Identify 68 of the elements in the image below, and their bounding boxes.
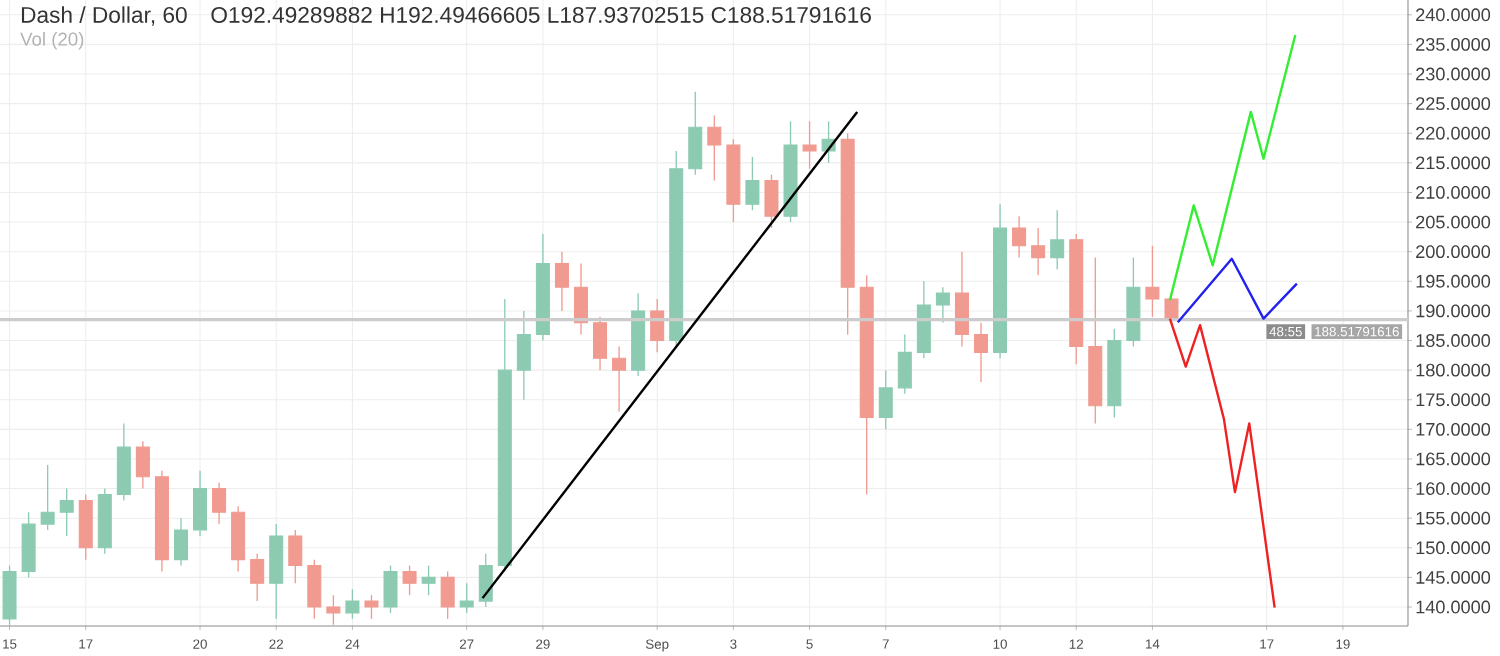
y-tick-label: 230.0000: [1416, 67, 1491, 81]
candlestick: [707, 114, 722, 182]
y-tick-label: 150.0000: [1416, 541, 1491, 555]
candlestick: [231, 505, 246, 573]
candlestick: [1145, 245, 1160, 318]
y-tick-label: 210.0000: [1416, 186, 1491, 199]
candlestick: [440, 570, 455, 620]
y-tick-label: 175.0000: [1416, 393, 1491, 407]
y-tick-label: 195.0000: [1416, 274, 1491, 288]
annotation: O192.49289882 H192.49466605 L187.93702515 C188.51791616: [211, 6, 871, 23]
candlestick: [612, 345, 627, 413]
candlestick: [421, 564, 436, 596]
y-tick-label: 220.0000: [1416, 126, 1491, 140]
candlestick: [383, 564, 398, 614]
candlestick: [935, 286, 950, 324]
y-tick-label: 240.0000: [1416, 8, 1491, 22]
candlestick: [402, 564, 417, 596]
candlestick: [173, 517, 188, 567]
y-tick-label: 190.0000: [1416, 304, 1491, 318]
y-tick-label: 225.0000: [1416, 97, 1491, 111]
candlestick: [78, 493, 93, 561]
candlestick: [212, 481, 227, 525]
candlestick: [1031, 227, 1046, 277]
y-tick-label: 140.0000: [1416, 600, 1491, 614]
candlestick: [345, 588, 360, 620]
candlestick: [802, 120, 817, 170]
candlestick: [59, 487, 74, 537]
candlestick: [878, 369, 893, 431]
candlestick: [954, 251, 969, 348]
chart-title: Dash / Dollar, 60: [21, 6, 187, 26]
candlestick: [916, 280, 931, 359]
candlestick: [288, 529, 303, 584]
candlestick: [135, 440, 150, 490]
candlestick: [1012, 215, 1027, 259]
annotation: Vol (20): [20, 32, 84, 50]
candlestick: [326, 594, 341, 626]
candlestick: [688, 91, 703, 176]
candlestick: [650, 298, 665, 354]
y-tick-label: 180.0000: [1416, 363, 1491, 377]
y-tick-label: 235.0000: [1416, 37, 1491, 51]
candlestick: [40, 464, 55, 531]
candlestick: [364, 594, 379, 620]
y-tick-label: 160.0000: [1416, 482, 1491, 495]
y-tick-label: 200.0000: [1416, 245, 1491, 259]
y-tick-label: 155.0000: [1416, 511, 1491, 525]
y-tick-label: 145.0000: [1416, 570, 1491, 584]
candlestick: [2, 564, 17, 626]
candlestick: [554, 251, 569, 312]
candlestick: [1050, 209, 1065, 271]
y-tick-label: 205.0000: [1416, 215, 1491, 229]
candlestick: [764, 174, 779, 229]
candlestick: [269, 523, 284, 620]
candlestick: [21, 511, 36, 579]
candlestick: [250, 553, 265, 602]
candlestick: [193, 470, 208, 537]
y-tick-label: 170.0000: [1416, 422, 1491, 436]
candlestick: [593, 316, 608, 371]
candlestick: [573, 262, 589, 336]
candlestick: [745, 156, 760, 211]
y-tick-label: 165.0000: [1416, 452, 1491, 466]
candlestick: [897, 333, 912, 395]
candlestick: [116, 422, 131, 502]
candlestick: [516, 310, 531, 401]
candlestick: [307, 558, 322, 620]
candlestick: [973, 322, 989, 383]
y-tick-label: 215.0000: [1416, 156, 1491, 170]
y-tick-label: 185.0000: [1416, 334, 1491, 347]
candlestick: [459, 582, 474, 614]
